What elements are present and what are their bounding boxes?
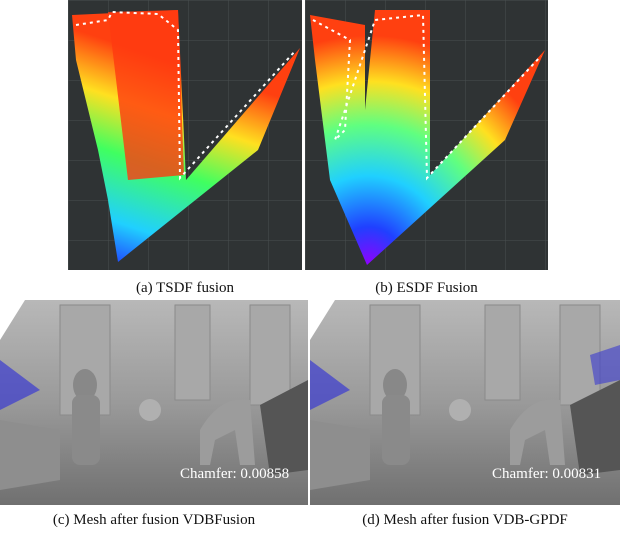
- mesh-image: Chamfer: 0.00831: [310, 300, 620, 505]
- tsdf-image: [68, 0, 302, 270]
- chamfer-label: Chamfer: 0.00831: [492, 466, 601, 482]
- caption: (c) Mesh after fusion VDBFusion: [52, 512, 256, 528]
- chamfer-label: Chamfer: 0.00858: [180, 466, 289, 482]
- caption: (a) TSDF fusion: [135, 280, 235, 296]
- caption: (b) ESDF Fusion: [375, 280, 478, 296]
- esdf-image: [305, 0, 548, 270]
- caption: (d) Mesh after fusion VDB-GPDF: [362, 512, 568, 528]
- mesh-image: Chamfer: 0.00858: [0, 300, 308, 505]
